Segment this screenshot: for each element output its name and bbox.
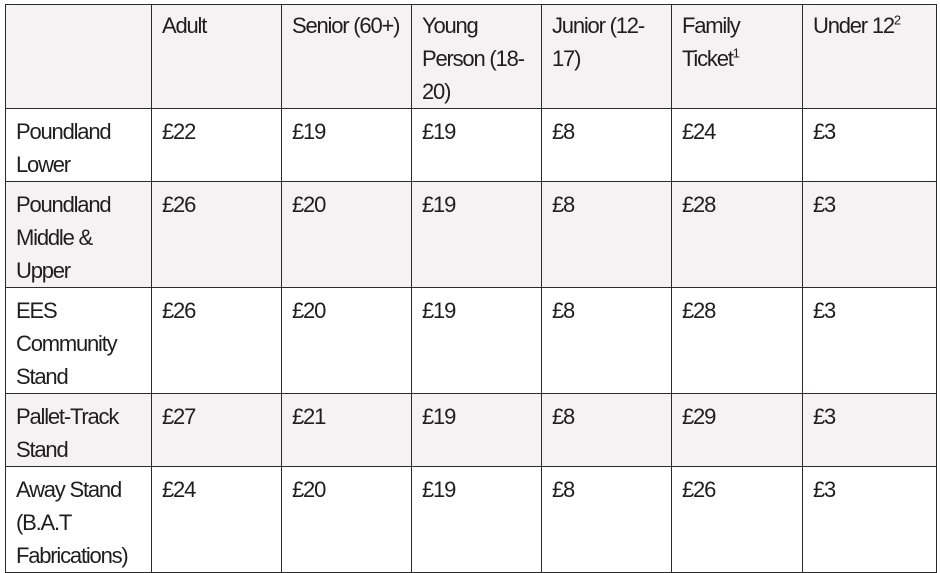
- price-cell: £3: [802, 466, 937, 573]
- price-cell: £19: [411, 108, 542, 182]
- price-cell: £20: [281, 466, 412, 573]
- table-row: Poundland Lower £22 £19 £19 £8 £24 £3: [5, 108, 937, 182]
- price-cell: £19: [411, 287, 542, 394]
- price-cell: £24: [151, 466, 282, 573]
- price-cell: £3: [802, 393, 937, 467]
- price-cell: £3: [802, 108, 937, 182]
- price-cell: £8: [541, 108, 672, 182]
- footnote-1-marker: 1: [732, 45, 740, 61]
- stand-name: Poundland Lower: [5, 108, 152, 182]
- table-row: Away Stand (B.A.T Fabrications) £24 £20 …: [5, 466, 937, 573]
- price-cell: £8: [541, 287, 672, 394]
- footnote-2-marker: 2: [893, 12, 902, 28]
- price-cell: £28: [671, 181, 803, 288]
- price-cell: £20: [281, 287, 412, 394]
- price-cell: £26: [671, 466, 803, 573]
- header-junior: Junior (12-17): [541, 4, 672, 109]
- price-cell: £3: [802, 181, 937, 288]
- price-cell: £29: [671, 393, 803, 467]
- table-row: Poundland Middle & Upper £26 £20 £19 £8 …: [5, 181, 937, 288]
- price-cell: £19: [411, 181, 542, 288]
- header-under-12: Under 122: [802, 4, 937, 109]
- price-cell: £27: [151, 393, 282, 467]
- price-cell: £8: [541, 466, 672, 573]
- header-family-ticket: Family Ticket1: [671, 4, 803, 109]
- stand-name: Away Stand (B.A.T Fabrications): [5, 466, 152, 573]
- table-row: Pallet-Track Stand £27 £21 £19 £8 £29 £3: [5, 393, 937, 467]
- stand-name: Poundland Middle & Upper: [5, 181, 152, 288]
- price-cell: £22: [151, 108, 282, 182]
- header-young-person: Young Person (18-20): [411, 4, 542, 109]
- header-adult: Adult: [151, 4, 282, 109]
- price-cell: £8: [541, 181, 672, 288]
- price-cell: £3: [802, 287, 937, 394]
- price-cell: £8: [541, 393, 672, 467]
- price-cell: £26: [151, 181, 282, 288]
- stand-name: EES Community Stand: [5, 287, 152, 394]
- table-body: Poundland Lower £22 £19 £19 £8 £24 £3 Po…: [5, 108, 937, 573]
- price-cell: £19: [411, 466, 542, 573]
- header-corner-cell: [5, 4, 152, 109]
- stand-name: Pallet-Track Stand: [5, 393, 152, 467]
- ticket-price-table: Adult Senior (60+) Young Person (18-20) …: [5, 4, 937, 573]
- header-row: Adult Senior (60+) Young Person (18-20) …: [5, 4, 937, 109]
- price-cell: £21: [281, 393, 412, 467]
- price-cell: £20: [281, 181, 412, 288]
- price-cell: £24: [671, 108, 803, 182]
- table-row: EES Community Stand £26 £20 £19 £8 £28 £…: [5, 287, 937, 394]
- price-cell: £28: [671, 287, 803, 394]
- header-senior: Senior (60+): [281, 4, 412, 109]
- price-cell: £19: [411, 393, 542, 467]
- price-cell: £19: [281, 108, 412, 182]
- price-cell: £26: [151, 287, 282, 394]
- table-header: Adult Senior (60+) Young Person (18-20) …: [5, 4, 937, 109]
